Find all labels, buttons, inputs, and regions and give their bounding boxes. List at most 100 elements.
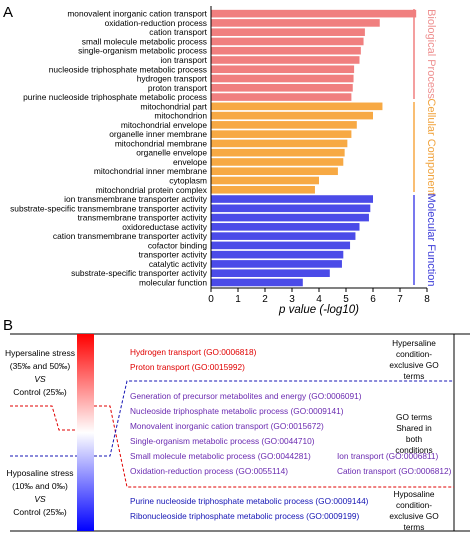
bar-1 [211, 9, 417, 18]
bar-20 [211, 185, 315, 194]
group-label-cellular: Cellular Component [425, 98, 437, 195]
x-tick-label-6: 6 [370, 294, 376, 305]
category-label-9: proton transport [148, 83, 208, 93]
hypo-term-1: Purine nucleoside triphosphate metabolic… [130, 496, 369, 506]
right-column-middle: GO terms Shared in both conditions [395, 412, 432, 455]
shared-terms: Generation of precursor metabolites and … [130, 391, 452, 476]
shared-term-ion: Ion transport (GO:0006811) [337, 451, 439, 461]
right-column-top: Hypersaline condition- exclusive GO term… [389, 338, 439, 381]
category-label-11: mitochondrial part [140, 101, 207, 111]
x-tick-label-7: 7 [397, 294, 403, 305]
hyper-connector-left [10, 405, 77, 431]
bar-26 [211, 241, 351, 250]
hypo-term-2: Ribonucleoside triphosphate metabolic pr… [130, 511, 359, 521]
bar-28 [211, 260, 342, 268]
hypo-line-2: (10‰ and 0‰) [12, 481, 68, 491]
right-bottom-4: terms [404, 522, 425, 532]
hyper-line-3: VS [34, 374, 46, 384]
stress-gradient-bar [77, 334, 94, 531]
shared-term-3: Monovalent inorganic cation transport (G… [130, 421, 324, 431]
shared-term-2: Nucleoside triphosphate metabolic proces… [130, 406, 344, 416]
category-label-5: single-organism metabolic process [78, 46, 207, 56]
bar-19 [211, 176, 319, 185]
x-tick-label-2: 2 [262, 294, 268, 305]
bar-7 [211, 65, 355, 74]
shared-term-6: Oxidation-reduction process (GO:0055114) [130, 466, 288, 476]
category-label-29: substrate-specific transporter activity [71, 268, 208, 278]
bar-21 [211, 195, 373, 203]
category-label-28: catalytic activity [149, 259, 208, 269]
hyper-line-2: (35‰ and 50‰) [10, 361, 71, 371]
hyposaline-comparison: Hyposaline stress (10‰ and 0‰) VS Contro… [6, 468, 73, 517]
group-label-biological: Biological Process [425, 9, 437, 99]
bar-6 [211, 56, 360, 64]
category-label-2: oxidation-reduction process [105, 18, 207, 28]
category-label-21: ion transmembrane transporter activity [64, 194, 208, 204]
hyper-term-2: Proton transport (GO:0015992) [130, 362, 245, 372]
bar-11 [211, 102, 383, 111]
hypo-terms: Purine nucleoside triphosphate metabolic… [130, 496, 369, 521]
bar-4 [211, 37, 364, 46]
shared-term-cation: Cation transport (GO:0006812) [337, 466, 452, 476]
bar-17 [211, 158, 344, 166]
bar-12 [211, 111, 373, 120]
bar-5 [211, 46, 361, 55]
hypo-line-1: Hyposaline stress [6, 468, 73, 478]
category-label-12: mitochondrion [154, 111, 207, 121]
right-mid-4: conditions [395, 445, 432, 455]
bar-14 [211, 130, 352, 138]
category-label-6: ion transport [160, 55, 207, 65]
category-label-16: organelle envelope [136, 148, 207, 158]
shared-term-1: Generation of precursor metabolites and … [130, 391, 362, 401]
category-label-10: purine nucleoside triphosphate metabolic… [23, 92, 207, 102]
bar-13 [211, 121, 357, 129]
category-label-22: substrate-specific transmembrane transpo… [10, 203, 208, 213]
x-tick-label-8: 8 [424, 294, 430, 305]
right-top-2: condition- [396, 349, 432, 359]
right-bottom-2: condition- [396, 500, 432, 510]
x-tick-label-0: 0 [208, 294, 214, 305]
category-label-26: cofactor binding [148, 240, 207, 250]
x-ticks: 0 1 2 3 4 5 6 7 8 [208, 288, 430, 305]
bar-2 [211, 19, 380, 27]
right-mid-3: both [406, 434, 423, 444]
bar-22 [211, 204, 371, 213]
category-label-4: small molecule metabolic process [82, 36, 207, 46]
bar-18 [211, 167, 338, 176]
category-label-17: envelope [173, 157, 207, 167]
hyper-line-4: Control (25‰) [13, 387, 67, 397]
category-label-1: monovalent inorganic cation transport [67, 9, 207, 19]
panel-a-letter: A [3, 4, 13, 21]
bar-9 [211, 83, 353, 92]
bar-3 [211, 28, 365, 36]
category-label-19: cytoplasm [169, 175, 207, 185]
bar-15 [211, 139, 348, 148]
right-mid-1: GO terms [396, 412, 432, 422]
x-tick-label-1: 1 [235, 294, 241, 305]
shared-term-4: Single-organism metabolic process (GO:00… [130, 436, 315, 446]
category-label-15: mitochondrial membrane [115, 138, 208, 148]
x-tick-label-3: 3 [289, 294, 295, 305]
group-label-molecular: Molecular Function [425, 194, 437, 287]
category-label-14: organelle inner membrane [109, 129, 207, 139]
category-label-25: cation transmembrane transporter activit… [53, 231, 208, 241]
hyper-terms: Hydrogen transport (GO:0006818) Proton t… [130, 347, 257, 372]
bar-10 [211, 93, 352, 101]
category-label-3: cation transport [149, 27, 207, 37]
category-label-8: hydrogen transport [137, 74, 208, 84]
shared-term-5: Small molecule metabolic process (GO:004… [130, 451, 311, 461]
right-top-3: exclusive GO [389, 360, 439, 370]
right-bottom-3: exclusive GO [389, 511, 439, 521]
right-bottom-1: Hyposaline [393, 489, 434, 499]
bar-30 [211, 278, 303, 287]
hypo-line-3: VS [34, 494, 46, 504]
hypersaline-comparison: Hypersaline stress (35‰ and 50‰) VS Cont… [5, 348, 75, 397]
category-label-24: oxidoreductase activity [122, 222, 208, 232]
hyper-connector-right [94, 405, 454, 488]
right-top-4: terms [404, 371, 425, 381]
category-label-7: nucleoside triphosphate metabolic proces… [49, 64, 207, 74]
right-mid-2: Shared in [396, 423, 432, 433]
x-tick-label-4: 4 [316, 294, 322, 305]
bar-27 [211, 250, 344, 259]
